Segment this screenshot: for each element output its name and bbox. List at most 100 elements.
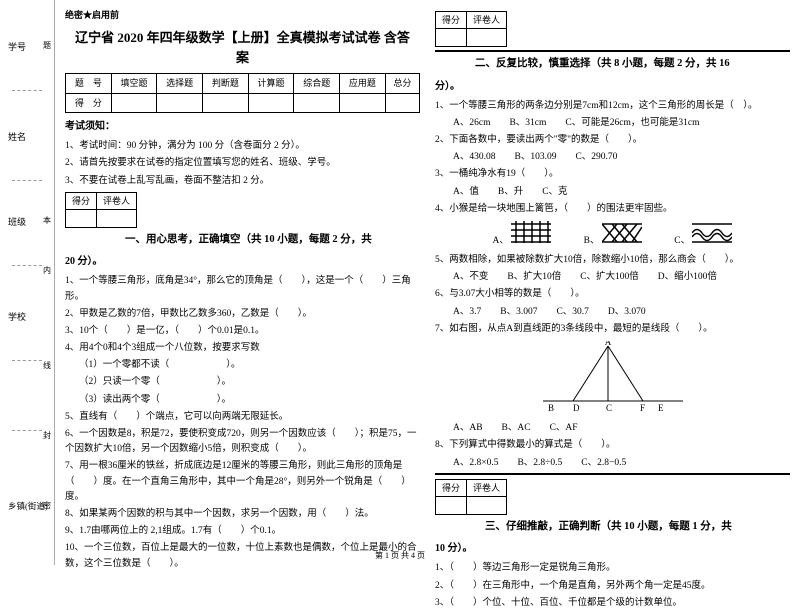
pattern-c: C、 — [674, 221, 732, 249]
cell — [340, 93, 386, 112]
th: 总分 — [385, 74, 419, 93]
pt-f: F — [640, 403, 645, 411]
triangle-svg: A B D C F E — [533, 341, 693, 411]
right-column: 得分评卷人 二、反复比较，慎重选择（共 8 小题，每题 2 分，共 16 分）。… — [435, 8, 790, 565]
seal-char: 内 — [43, 265, 51, 276]
label-c: C、 — [674, 236, 690, 246]
cell — [436, 497, 467, 514]
cell — [467, 497, 507, 514]
th: 综合题 — [294, 74, 340, 93]
confidential-label: 绝密★启用前 — [65, 8, 420, 22]
section-2b: 分）。 — [435, 79, 790, 95]
choice-q: 4、小猴是给一块地围上篱笆，（ ）的围法更牢固些。 — [435, 202, 790, 217]
margin-dash — [12, 360, 42, 361]
fill-sub: （3）读出两个零（ ）。 — [65, 393, 420, 408]
choice-opts: A、3.7 B、3.007 C、30.7 D、3.070 — [435, 305, 790, 320]
margin-dash — [12, 265, 42, 266]
seal-char: 线 — [43, 360, 51, 371]
margin-label-school: 学校 — [8, 310, 26, 323]
notice-item: 1、考试时间：90 分钟，满分为 100 分（含卷面分 2 分）。 — [65, 139, 420, 154]
choice-q: 3、一桶纯净水有19（ ）。 — [435, 167, 790, 182]
divider — [435, 473, 790, 475]
th: 应用题 — [340, 74, 386, 93]
th: 计算题 — [248, 74, 294, 93]
cross-icon — [602, 221, 642, 243]
cell — [436, 29, 467, 46]
notice-title: 考试须知： — [65, 119, 420, 135]
fill-sub: （1）一个零都不读（ ）。 — [65, 358, 420, 373]
th: 题 号 — [66, 74, 112, 93]
seal-char: 密 — [43, 500, 51, 511]
pt-a: A — [604, 341, 611, 347]
cell: 评卷人 — [467, 479, 507, 496]
notice-item: 3、不要在试卷上乱写乱画，卷面不整洁扣 2 分。 — [65, 174, 420, 189]
choice-q: 8、下列算式中得数最小的算式是（ ）。 — [435, 438, 790, 453]
cell — [467, 29, 507, 46]
content-area: 绝密★启用前 辽宁省 2020 年四年级数学【上册】全真模拟考试试卷 含答 案 … — [55, 0, 800, 565]
cell: 得分 — [436, 12, 467, 29]
grader-table: 得分评卷人 — [435, 11, 507, 47]
fill-q: 3、10个（ ）是一亿，（ ）个0.01是0.1。 — [65, 324, 420, 339]
binding-margin: 学号 姓名 班级 学校 乡镇(街道) 题 本 内 线 封 密 — [0, 0, 55, 565]
section-2-heading: 二、反复比较，慎重选择（共 8 小题，每题 2 分，共 16 — [435, 56, 790, 73]
table-row: 得 分 — [66, 93, 420, 112]
fence-patterns: A、 B、 C、 — [435, 221, 790, 249]
cell — [97, 210, 137, 227]
judge-q: 1、（ ）等边三角形一定是锐角三角形。 — [435, 561, 790, 576]
margin-dash — [12, 90, 42, 91]
label-a: A、 — [493, 236, 509, 246]
grid-icon — [511, 221, 551, 243]
pt-c: C — [606, 403, 612, 411]
margin-dash — [12, 430, 42, 431]
fill-q: 4、用4个0和4个3组成一个八位数，按要求写数 — [65, 341, 420, 356]
cell — [294, 93, 340, 112]
fill-q: 6、一个因数是8，积是72，要使积变成720，则另一个因数应该（ ）；积是75，… — [65, 427, 420, 457]
score-table: 题 号 填空题 选择题 判断题 计算题 综合题 应用题 总分 得 分 — [65, 73, 420, 113]
fill-q: 7、用一根36厘米的铁丝，折成底边是12厘米的等腰三角形，则此三角形的顶角是（ … — [65, 459, 420, 505]
page-footer: 第 1 页 共 4 页 — [0, 550, 800, 561]
cell: 得分 — [66, 192, 97, 209]
choice-opts: A、26cm B、31cm C、可能是26cm，也可能是31cm — [435, 116, 790, 131]
cell: 评卷人 — [467, 12, 507, 29]
table-row: 题 号 填空题 选择题 判断题 计算题 综合题 应用题 总分 — [66, 74, 420, 93]
notice-item: 2、请首先按要求在试卷的指定位置填写您的姓名、班级、学号。 — [65, 156, 420, 171]
fill-q: 2、甲数是乙数的7倍，甲数比乙数多360，乙数是（ ）。 — [65, 307, 420, 322]
choice-opts: A、不变 B、扩大10倍 C、扩大100倍 D、缩小100倍 — [435, 270, 790, 285]
pt-e: E — [658, 403, 664, 411]
choice-opts: A、2.8×0.5 B、2.8÷0.5 C、2.8−0.5 — [435, 456, 790, 471]
fill-sub: （2）只读一个零（ ）。 — [65, 375, 420, 390]
cell — [111, 93, 157, 112]
left-column: 绝密★启用前 辽宁省 2020 年四年级数学【上册】全真模拟考试试卷 含答 案 … — [65, 8, 420, 565]
cell: 评卷人 — [97, 192, 137, 209]
th: 选择题 — [157, 74, 203, 93]
section-1-heading: 一、用心思考，正确填空（共 10 小题，每题 2 分，共 — [65, 232, 420, 249]
choice-q: 5、两数相除，如果被除数扩大10倍，除数缩小10倍，那么商会（ ）。 — [435, 253, 790, 268]
margin-label-class: 班级 — [8, 215, 26, 228]
divider — [435, 50, 790, 52]
judge-q: 3、（ ）个位、十位、百位、千位都是个级的计数单位。 — [435, 596, 790, 611]
choice-q: 6、与3.07大小相等的数是（ ）。 — [435, 287, 790, 302]
choice-opts: A、AB B、AC C、AF — [435, 421, 790, 436]
section-3-heading: 三、仔细推敲，正确判断（共 10 小题，每题 1 分，共 — [435, 519, 790, 536]
choice-opts: A、值 B、升 C、克 — [435, 185, 790, 200]
cell — [385, 93, 419, 112]
exam-title: 辽宁省 2020 年四年级数学【上册】全真模拟考试试卷 含答 案 — [65, 28, 420, 67]
cell — [157, 93, 203, 112]
cell — [66, 210, 97, 227]
grader-table: 得分评卷人 — [65, 192, 137, 228]
cell — [203, 93, 249, 112]
th: 填空题 — [111, 74, 157, 93]
margin-label-id: 学号 — [8, 40, 26, 53]
margin-dash — [12, 180, 42, 181]
choice-opts: A、430.08 B、103.09 C、290.70 — [435, 150, 790, 165]
pattern-a: A、 — [493, 221, 552, 249]
fill-q: 9、1.7由哪两位上的 2,1组成。1.7有（ ）个0.1。 — [65, 524, 420, 539]
pt-d: D — [573, 403, 580, 411]
grader-table: 得分评卷人 — [435, 479, 507, 515]
choice-q: 1、一个等腰三角形的两条边分别是7cm和12cm，这个三角形的周长是（ ）。 — [435, 99, 790, 114]
section-1b: 20 分）。 — [65, 254, 420, 270]
fill-q: 1、一个等腰三角形，底角是34°，那么它的顶角是（ ），这是一个（ ）三角形。 — [65, 274, 420, 304]
fill-q: 8、如果某两个因数的积与其中一个因数，求另一个因数，用（ ）法。 — [65, 507, 420, 522]
page-root: 学号 姓名 班级 学校 乡镇(街道) 题 本 内 线 封 密 绝密★启用前 辽宁… — [0, 0, 800, 565]
choice-q: 7、如右图，从点A到直线距的3条线段中，最短的是线段（ ）。 — [435, 322, 790, 337]
